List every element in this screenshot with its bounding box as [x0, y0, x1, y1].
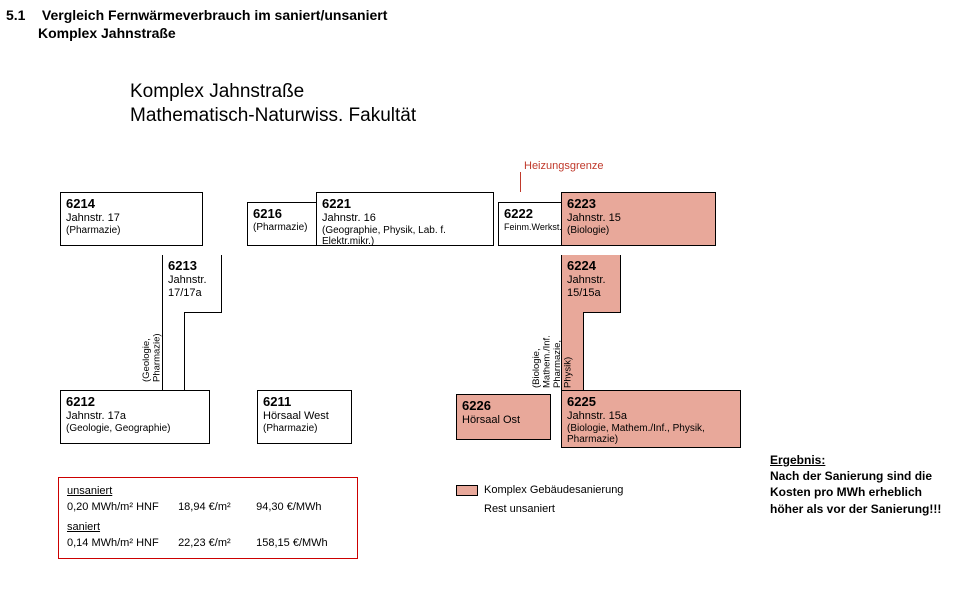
side-label-right: (Biologie, Mathem./Inf. Pharmazie, Physi…: [532, 316, 574, 388]
building-6226: 6226 Hörsaal Ost: [456, 394, 551, 440]
legend-left: unsaniert 0,20 MWh/m² HNF 18,94 €/m² 94,…: [58, 477, 358, 559]
building-6223: 6223 Jahnstr. 15 (Biologie): [561, 192, 716, 246]
building-6214: 6214 Jahnstr. 17 (Pharmazie): [60, 192, 203, 246]
connector-6213-down: [162, 312, 185, 390]
diagram-title-line2: Mathematisch-Naturwiss. Fakultät: [130, 104, 416, 128]
building-6225: 6225 Jahnstr. 15a (Biologie, Mathem./Inf…: [561, 390, 741, 448]
diagram-title-line1: Komplex Jahnstraße: [130, 80, 416, 104]
section-number: 5.1: [6, 6, 38, 24]
heating-boundary-line: [520, 172, 521, 192]
building-6221: 6221 Jahnstr. 16 (Geographie, Physik, La…: [316, 192, 494, 246]
building-6211: 6211 Hörsaal West (Pharmazie): [257, 390, 352, 444]
legend-unsaniert-label: unsaniert: [67, 484, 349, 500]
building-6222: 6222 Feinm.Werkst.: [498, 202, 562, 246]
result-heading: Ergebnis:: [770, 452, 950, 468]
swatch-renovated: [456, 485, 478, 496]
diagram-title: Komplex Jahnstraße Mathematisch-Naturwis…: [130, 80, 416, 128]
section-title-line1: Vergleich Fernwärmeverbrauch im saniert/…: [42, 7, 387, 23]
section-title-line2: Komplex Jahnstraße: [38, 25, 176, 41]
section-heading: 5.1 Vergleich Fernwärmeverbrauch im sani…: [6, 6, 387, 42]
building-6212: 6212 Jahnstr. 17a (Geologie, Geographie): [60, 390, 210, 444]
legend-right: Komplex Gebäudesanierung Rest unsaniert: [456, 483, 623, 518]
building-6216: 6216 (Pharmazie): [247, 202, 317, 246]
building-6224: 6224 Jahnstr. 15/15a: [561, 255, 621, 313]
heating-boundary-label: Heizungsgrenze: [524, 160, 604, 172]
result-text: Ergebnis: Nach der Sanierung sind die Ko…: [770, 452, 950, 517]
side-label-left: (Geologie, Pharmazie): [142, 322, 163, 382]
legend-saniert-label: saniert: [67, 520, 349, 536]
building-6213: 6213 Jahnstr. 17/17a: [162, 255, 222, 313]
